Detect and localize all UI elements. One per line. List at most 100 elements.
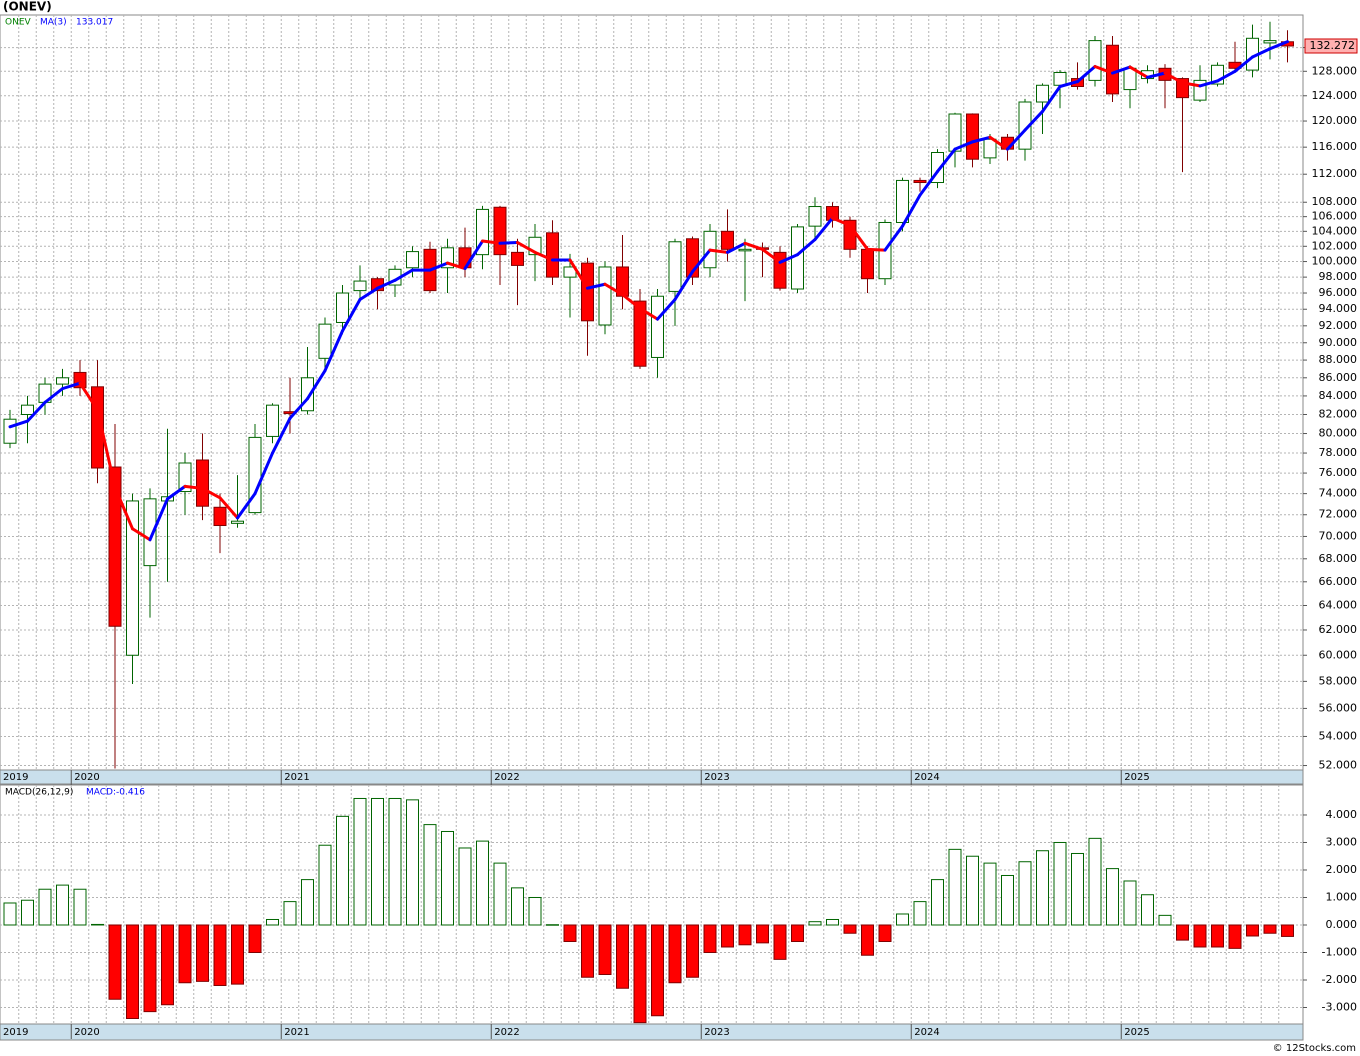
ma-segment: [533, 250, 554, 262]
macd-bar: [651, 924, 664, 1017]
ma-segment: [621, 293, 642, 310]
macd-bar: [73, 888, 87, 926]
candle-body: [651, 295, 664, 358]
legend-symbol: ONEV: [5, 18, 32, 28]
candle-body: [861, 248, 874, 280]
ma-segment: [726, 241, 747, 254]
ma-segment: [358, 286, 379, 301]
ma-segment: [8, 419, 29, 429]
y-tick-label: 104.000: [1312, 224, 1358, 237]
ma-segment: [901, 193, 922, 228]
candle-body: [143, 498, 157, 567]
macd-bar: [266, 918, 279, 926]
ma-segment: [1076, 64, 1097, 84]
macd-bar: [913, 901, 927, 926]
y-tick-label: 128.000: [1312, 64, 1358, 77]
ma-segment: [218, 496, 239, 520]
macd-bar: [1018, 861, 1032, 926]
y-tick-label: 78.000: [1319, 446, 1358, 459]
y-tick-label: 100.000: [1312, 255, 1358, 268]
ma-segment: [866, 247, 887, 252]
macd-bar: [721, 924, 734, 948]
x-tick-label: 2025: [1124, 1027, 1149, 1038]
candle-body: [1053, 72, 1067, 86]
y-tick-label: 1.000: [1326, 890, 1358, 903]
date-strip: [0, 1023, 1304, 1041]
macd-bar: [1246, 924, 1259, 937]
macd-bar: [581, 924, 594, 978]
y-tick-label: -3.000: [1322, 1000, 1357, 1013]
ma-segment: [953, 140, 974, 151]
macd-bar: [108, 924, 122, 1000]
ma-segment: [306, 369, 327, 401]
candle-body: [458, 247, 472, 269]
candle-body: [1263, 40, 1277, 44]
ma-segment: [568, 258, 589, 290]
candle-body: [598, 266, 612, 326]
y-tick-label: -2.000: [1322, 973, 1357, 986]
ma-segment: [323, 329, 344, 373]
macd-bar: [791, 924, 804, 942]
x-tick-label: 2020: [74, 1027, 99, 1038]
macd-bar: [1088, 837, 1102, 926]
macd-bar: [983, 862, 997, 926]
macd-bar: [231, 924, 244, 985]
y-tick-label: 124.000: [1312, 89, 1358, 102]
ma-segment: [1058, 80, 1079, 88]
candle-body: [1088, 40, 1102, 81]
ma-segment: [1146, 71, 1167, 79]
x-tick-label: 2019: [3, 772, 28, 783]
last-price-box: [1304, 38, 1358, 54]
y-tick-label: 4.000: [1326, 808, 1358, 821]
y-tick-label: 52.000: [1319, 759, 1358, 772]
macd-bar: [738, 924, 752, 946]
macd-bar: [843, 924, 857, 934]
macd-bar: [1193, 924, 1207, 948]
ma-segment: [463, 239, 484, 271]
x-tick-label: 2024: [914, 1027, 939, 1038]
ma-segment: [446, 261, 467, 271]
last-price-label: 132.272: [1310, 39, 1356, 52]
ma-segment: [988, 135, 1009, 151]
ma-segment: [253, 451, 274, 496]
y-tick-label: 98.000: [1319, 270, 1358, 283]
candle-body: [56, 377, 69, 385]
ma-segment: [691, 248, 712, 274]
ma-segment: [1198, 79, 1219, 88]
candle-body: [493, 206, 507, 256]
ma-segment: [918, 169, 939, 197]
x-tick-label: 2019: [3, 1027, 28, 1038]
y-tick-label: -1.000: [1322, 945, 1357, 958]
macd-bar: [1053, 841, 1067, 926]
ma-segment: [971, 135, 992, 144]
y-tick-label: 74.000: [1319, 487, 1358, 500]
ma-segment: [183, 484, 204, 490]
price-panel: [0, 14, 1304, 771]
y-tick-label: 86.000: [1319, 371, 1358, 384]
macd-bar: [633, 924, 647, 1024]
x-tick-label: 2023: [704, 772, 729, 783]
ma-segment: [813, 216, 834, 242]
candle-body: [318, 323, 332, 359]
ma-segment: [271, 416, 292, 455]
ma-segment: [656, 297, 677, 321]
ma-segment: [428, 261, 449, 272]
macd-bar: [56, 884, 69, 926]
macd-bar: [1158, 914, 1172, 926]
macd-bar: [178, 924, 192, 984]
x-tick-label: 2021: [284, 772, 309, 783]
candle-body: [511, 251, 524, 266]
macd-bar: [1263, 924, 1277, 934]
y-tick-label: 116.000: [1312, 140, 1358, 153]
candle-body: [983, 138, 997, 159]
macd-bar: [686, 924, 699, 978]
ma-segment: [778, 253, 799, 264]
y-tick-label: 58.000: [1319, 674, 1358, 687]
y-tick-label: 92.000: [1319, 319, 1358, 332]
candle-body: [178, 462, 192, 493]
macd-bar: [546, 924, 559, 926]
ma-segment: [61, 381, 82, 391]
candle-body: [336, 292, 349, 323]
